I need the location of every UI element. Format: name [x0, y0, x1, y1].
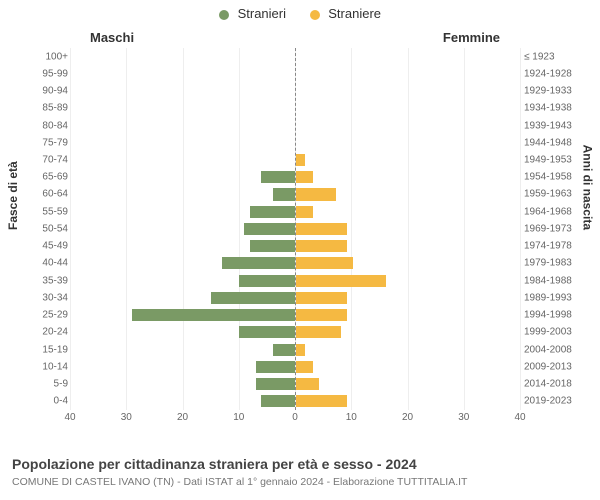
- legend-item-male: Stranieri: [219, 6, 290, 21]
- birth-year-label: 2014-2018: [524, 379, 588, 390]
- bar-female: [296, 154, 304, 166]
- age-label: 65-69: [28, 172, 68, 183]
- birth-year-label: 2019-2023: [524, 396, 588, 407]
- bar-female: [296, 361, 313, 373]
- bar-male: [250, 240, 295, 252]
- bar-female: [296, 206, 313, 218]
- bar-female: [296, 292, 347, 304]
- age-label: 35-39: [28, 275, 68, 286]
- age-label: 55-59: [28, 206, 68, 217]
- legend-swatch-female: [310, 10, 320, 20]
- bar-male: [132, 309, 295, 321]
- birth-year-label: 1974-1978: [524, 241, 588, 252]
- birth-year-label: 1934-1938: [524, 103, 588, 114]
- bar-female: [296, 223, 347, 235]
- birth-year-label: 2009-2013: [524, 361, 588, 372]
- center-line: [295, 48, 296, 410]
- bar-female: [296, 378, 319, 390]
- age-label: 80-84: [28, 120, 68, 131]
- age-label: 30-34: [28, 292, 68, 303]
- bar-female: [296, 275, 386, 287]
- plot-area: 100+≤ 192395-991924-192890-941929-193385…: [70, 48, 520, 428]
- bar-male: [256, 361, 295, 373]
- age-label: 75-79: [28, 137, 68, 148]
- birth-year-label: 1924-1928: [524, 68, 588, 79]
- bar-female: [296, 188, 335, 200]
- age-label: 0-4: [28, 396, 68, 407]
- x-tick: 30: [121, 412, 132, 423]
- chart-title: Popolazione per cittadinanza straniera p…: [12, 456, 417, 472]
- x-tick: 20: [177, 412, 188, 423]
- bar-male: [239, 326, 295, 338]
- bar-female: [296, 240, 347, 252]
- birth-year-label: 1979-1983: [524, 258, 588, 269]
- bar-male: [273, 344, 296, 356]
- birth-year-label: 1949-1953: [524, 155, 588, 166]
- legend: Stranieri Straniere: [0, 6, 600, 21]
- birth-year-label: 1929-1933: [524, 86, 588, 97]
- birth-year-label: 1939-1943: [524, 120, 588, 131]
- birth-year-label: 1999-2003: [524, 327, 588, 338]
- bar-female: [296, 344, 304, 356]
- age-label: 15-19: [28, 344, 68, 355]
- bar-female: [296, 257, 352, 269]
- bar-female: [296, 309, 347, 321]
- age-label: 100+: [28, 51, 68, 62]
- x-tick: 20: [402, 412, 413, 423]
- age-label: 5-9: [28, 379, 68, 390]
- birth-year-label: 1994-1998: [524, 310, 588, 321]
- bar-male: [211, 292, 295, 304]
- age-label: 25-29: [28, 310, 68, 321]
- x-axis: 01010202030304040: [70, 410, 520, 428]
- bar-male: [273, 188, 296, 200]
- age-label: 50-54: [28, 223, 68, 234]
- bar-female: [296, 326, 341, 338]
- bar-male: [261, 395, 295, 407]
- birth-year-label: 1969-1973: [524, 223, 588, 234]
- x-tick: 10: [346, 412, 357, 423]
- birth-year-label: 1959-1963: [524, 189, 588, 200]
- birth-year-label: 1964-1968: [524, 206, 588, 217]
- age-label: 70-74: [28, 155, 68, 166]
- column-header-male: Maschi: [90, 30, 134, 45]
- age-label: 45-49: [28, 241, 68, 252]
- x-tick: 0: [292, 412, 298, 423]
- bar-female: [296, 395, 347, 407]
- age-label: 40-44: [28, 258, 68, 269]
- x-tick: 40: [514, 412, 525, 423]
- legend-swatch-male: [219, 10, 229, 20]
- x-gridline: [520, 48, 521, 410]
- birth-year-label: 1954-1958: [524, 172, 588, 183]
- x-tick: 40: [64, 412, 75, 423]
- birth-year-label: 2004-2008: [524, 344, 588, 355]
- age-label: 60-64: [28, 189, 68, 200]
- bar-male: [250, 206, 295, 218]
- birth-year-label: 1984-1988: [524, 275, 588, 286]
- x-tick: 30: [458, 412, 469, 423]
- birth-year-label: ≤ 1923: [524, 51, 588, 62]
- x-tick: 10: [233, 412, 244, 423]
- column-header-female: Femmine: [443, 30, 500, 45]
- legend-label-female: Straniere: [328, 6, 381, 21]
- pyramid-chart: Stranieri Straniere Maschi Femmine Fasce…: [0, 0, 600, 500]
- birth-year-label: 1944-1948: [524, 137, 588, 148]
- age-label: 10-14: [28, 361, 68, 372]
- bar-male: [244, 223, 295, 235]
- legend-item-female: Straniere: [310, 6, 381, 21]
- birth-year-label: 1989-1993: [524, 292, 588, 303]
- bar-male: [256, 378, 295, 390]
- age-label: 20-24: [28, 327, 68, 338]
- bar-female: [296, 171, 313, 183]
- bar-male: [261, 171, 295, 183]
- bar-male: [239, 275, 295, 287]
- age-label: 95-99: [28, 68, 68, 79]
- bar-male: [222, 257, 295, 269]
- chart-subtitle: COMUNE DI CASTEL IVANO (TN) - Dati ISTAT…: [12, 476, 467, 488]
- age-label: 85-89: [28, 103, 68, 114]
- age-label: 90-94: [28, 86, 68, 97]
- y-axis-title-left: Fasce di età: [6, 161, 20, 230]
- legend-label-male: Stranieri: [238, 6, 286, 21]
